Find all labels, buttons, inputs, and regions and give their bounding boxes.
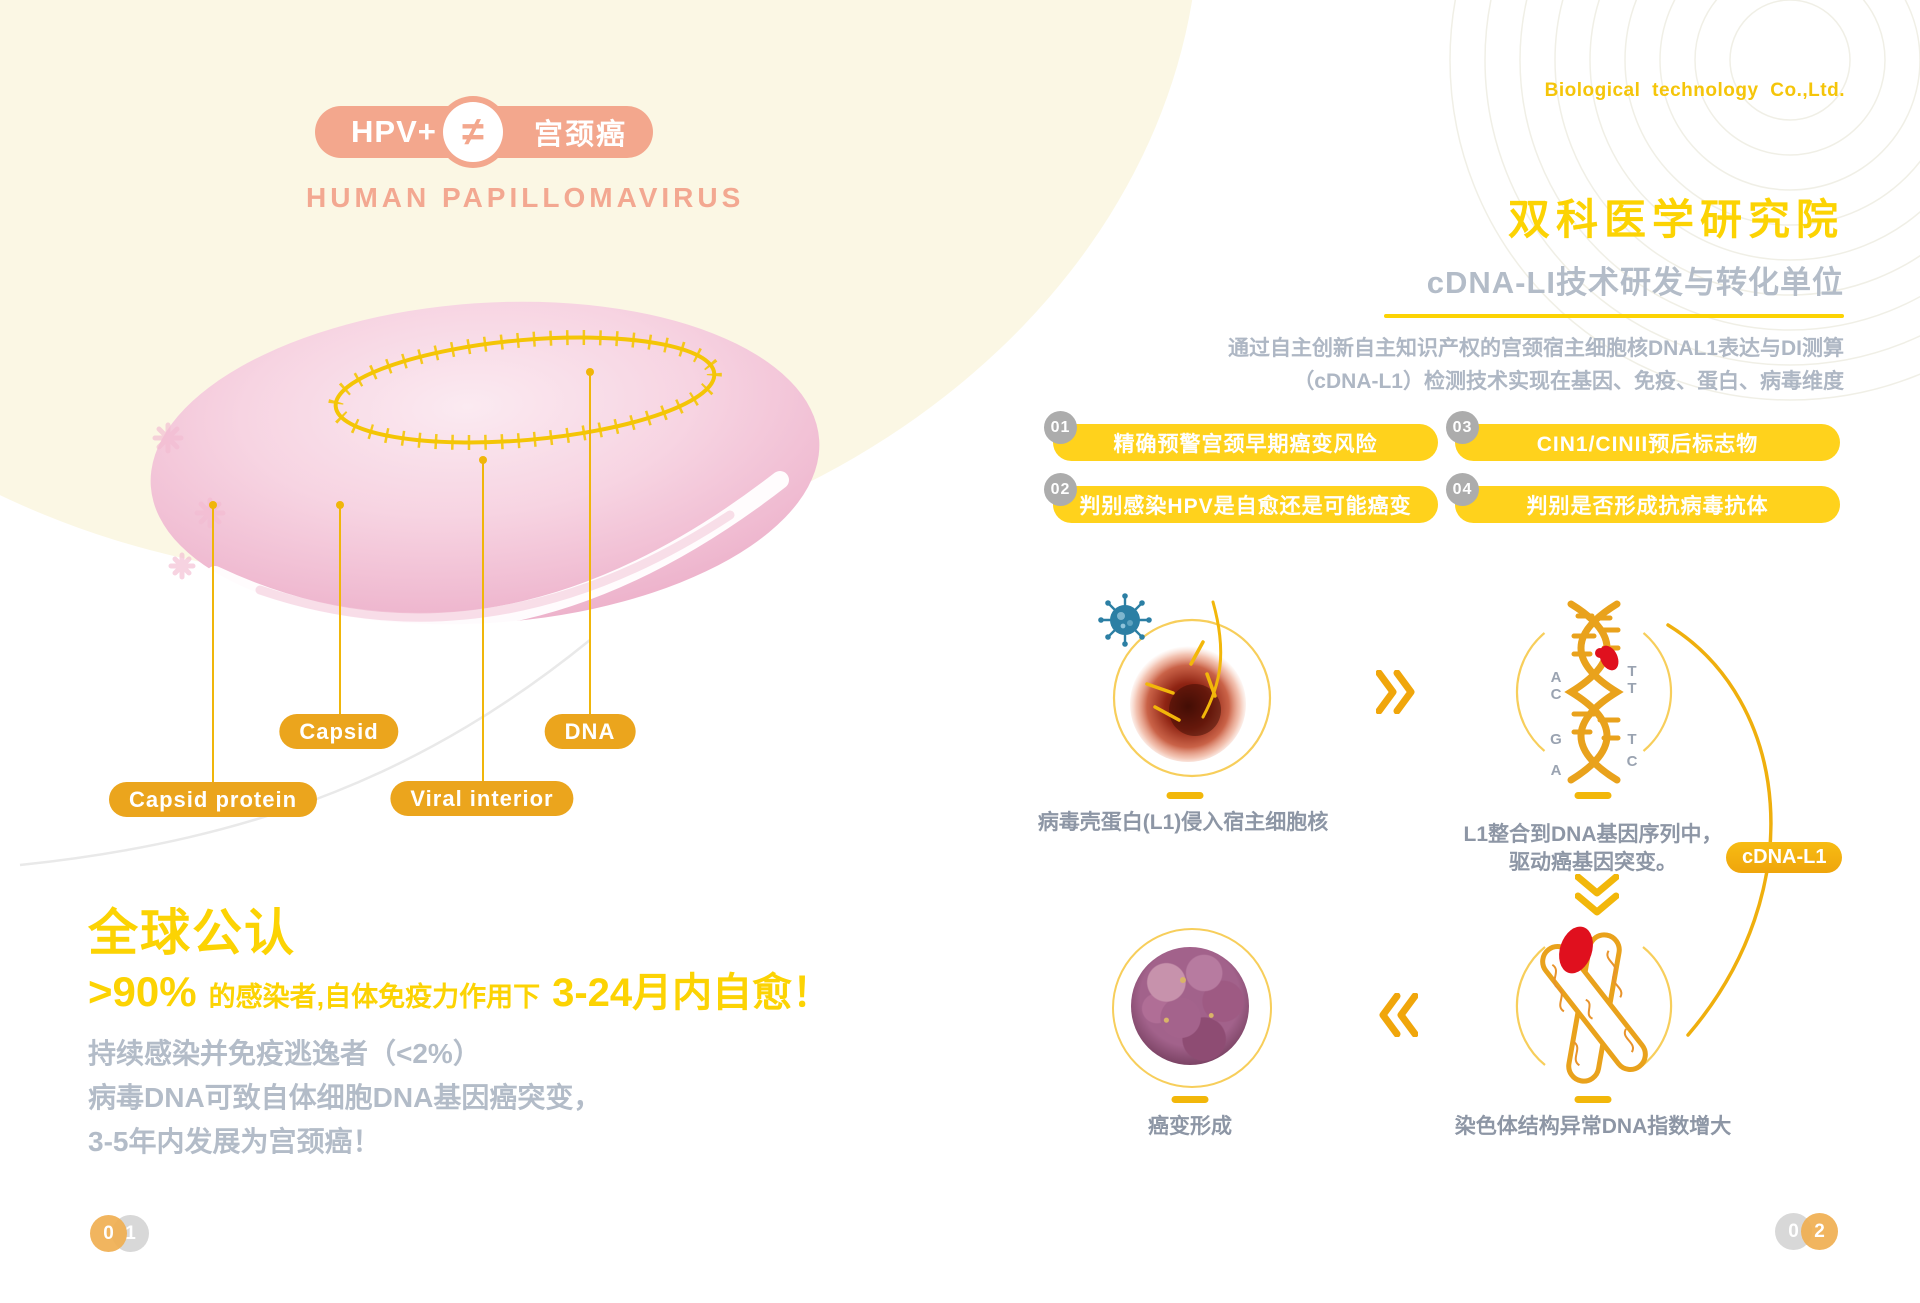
- feature-number-2: 02: [1044, 473, 1077, 506]
- cdna-l1-badge: cDNA-L1: [1726, 842, 1843, 873]
- right-page-header: 双科医学研究院 cDNA-LI技术研发与转化单位: [1384, 186, 1844, 318]
- step2-label-line1: L1整合到DNA基因序列中，: [1463, 823, 1723, 846]
- gray-curve-decoration: [19, 639, 591, 867]
- tag-viral-interior: Viral interior: [390, 781, 574, 816]
- intro-paragraph: 通过自主创新自主知识产权的宫颈宿主细胞核DNAL1表达与DI测算 （cDNA-L…: [1228, 332, 1844, 398]
- dna-helix-icon: [1564, 600, 1624, 784]
- company-name: Biological technology Co.,Ltd.: [1544, 80, 1845, 101]
- intro-line-1: 通过自主创新自主知识产权的宫颈宿主细胞核DNAL1表达与DI测算: [1227, 337, 1844, 360]
- page-dot-right-second: 2: [1801, 1213, 1838, 1250]
- cdna-flow-arc: [1666, 623, 1773, 1037]
- cervical-cancer-label: 宫颈癌: [533, 119, 627, 151]
- flow-circle-outline: [1112, 618, 1272, 778]
- feature-number-1: 01: [1044, 411, 1077, 444]
- feature-number-3: 03: [1446, 411, 1479, 444]
- not-equal-circle: ≠: [437, 96, 509, 168]
- flow-circle-outline: [1112, 928, 1272, 1088]
- svg-text:C: C: [1551, 686, 1562, 703]
- not-equal-icon: ≠: [443, 102, 503, 162]
- svg-text:T: T: [1627, 680, 1636, 697]
- flow-circle-outline-broken: [1515, 632, 1673, 752]
- body-line-2: 病毒DNA可致自体细胞DNA基因癌突变，: [88, 1082, 602, 1113]
- stat-middle-text: 的感染者,自体免疫力作用下: [208, 982, 541, 1012]
- tag-capsid-protein: Capsid protein: [108, 782, 318, 817]
- step3-dash: [1574, 1096, 1612, 1103]
- tumor-icon: [1131, 947, 1249, 1065]
- mutation-red-blob: [1559, 926, 1593, 974]
- hpv-not-equal-cancer-badge: HPV+ ≠ 宫颈癌: [315, 96, 653, 168]
- entry-streaks: [1145, 600, 1223, 722]
- chromosome-icon: [1540, 926, 1648, 1084]
- stat-percentage: >90%: [88, 968, 197, 1015]
- tag-capsid: Capsid: [279, 714, 399, 749]
- body-line-1: 持续感染并免疫逃逸者（<2%）: [88, 1038, 481, 1069]
- infected-cell-illustration: [1098, 593, 1272, 778]
- step2-dash: [1574, 792, 1612, 799]
- hpv-label: HPV+: [351, 114, 437, 149]
- feature-bar-4: 04 判别是否形成抗病毒抗体: [1446, 473, 1840, 523]
- stat-heal-text: 3-24月内自愈！: [552, 971, 833, 1015]
- chromosome-illustration: [1515, 926, 1673, 1084]
- body-line-3: 3-5年内发展为宫颈癌！: [88, 1126, 381, 1157]
- feature-bar-2: 02 判别感染HPV是自愈还是可能癌变: [1044, 473, 1438, 523]
- dna-ring-icon: [328, 330, 722, 450]
- concentric-rings-decoration: [1449, 0, 1920, 401]
- intro-line-2: （cDNA-L1）检测技术实现在基因、免疫、蛋白、病毒维度: [1293, 370, 1844, 393]
- dna-helix-illustration: A C G A T T T C: [1515, 600, 1673, 784]
- chevron-left-icon: [1379, 993, 1418, 1037]
- page-dot-left-first: 0: [90, 1215, 127, 1252]
- svg-text:C: C: [1627, 753, 1638, 770]
- svg-text:T: T: [1627, 731, 1636, 748]
- virus-icon: [1098, 593, 1152, 647]
- feature-number-4: 04: [1446, 473, 1479, 506]
- mutation-red-blob: [1595, 645, 1619, 671]
- svg-text:T: T: [1627, 663, 1636, 680]
- step1-label: 病毒壳蛋白(L1)侵入宿主细胞核: [1037, 811, 1329, 834]
- svg-text:G: G: [1550, 731, 1562, 748]
- capsid-protein-spikes: [152, 422, 226, 580]
- institute-subtitle: cDNA-LI技术研发与转化单位: [1426, 265, 1844, 300]
- step4-label: 癌变形成: [1148, 1115, 1232, 1138]
- leader-line-viral-interior: [479, 456, 487, 781]
- body-paragraph: 持续感染并免疫逃逸者（<2%） 病毒DNA可致自体细胞DNA基因癌突变， 3-5…: [88, 1032, 601, 1164]
- feature-label-4: 判别是否形成抗病毒抗体: [1526, 494, 1769, 518]
- feature-label-1: 精确预警宫颈早期癌变风险: [1113, 432, 1378, 456]
- dna-base-letters: A C G A T T T C: [1550, 663, 1637, 779]
- step4-dash: [1171, 1096, 1209, 1103]
- tag-dna: DNA: [544, 714, 636, 749]
- feature-bar-1: 01 精确预警宫颈早期癌变风险: [1044, 411, 1438, 461]
- dome-inner-swirl: [255, 510, 735, 622]
- chevron-down-icon: [1575, 874, 1619, 916]
- institute-title: 双科医学研究院: [1507, 196, 1844, 243]
- title-underline: [1384, 314, 1844, 318]
- hpv-subtitle: HUMAN PAPILLOMAVIRUS: [306, 182, 745, 213]
- stat-line: >90% 的感染者,自体免疫力作用下 3-24月内自愈！: [88, 960, 832, 1018]
- flow-circle-outline-broken: [1515, 946, 1673, 1066]
- svg-text:A: A: [1551, 669, 1562, 686]
- chevron-right-icon: [1376, 670, 1415, 714]
- leader-line-dna: [586, 368, 594, 714]
- step1-dash: [1166, 792, 1204, 799]
- step3-label: 染色体结构异常DNA指数增大: [1454, 1115, 1732, 1138]
- feature-label-2: 判别感染HPV是自愈还是可能癌变: [1079, 494, 1412, 518]
- leader-line-capsid: [336, 501, 344, 714]
- feature-bar-3: 03 CIN1/CINII预后标志物: [1446, 411, 1840, 461]
- headline-global-consensus: 全球公认: [88, 905, 296, 961]
- step2-label-line2: 驱动癌基因突变。: [1509, 851, 1677, 874]
- svg-text:A: A: [1551, 762, 1562, 779]
- leader-line-capsid-protein: [209, 501, 217, 782]
- feature-label-3: CIN1/CINII预后标志物: [1536, 432, 1759, 456]
